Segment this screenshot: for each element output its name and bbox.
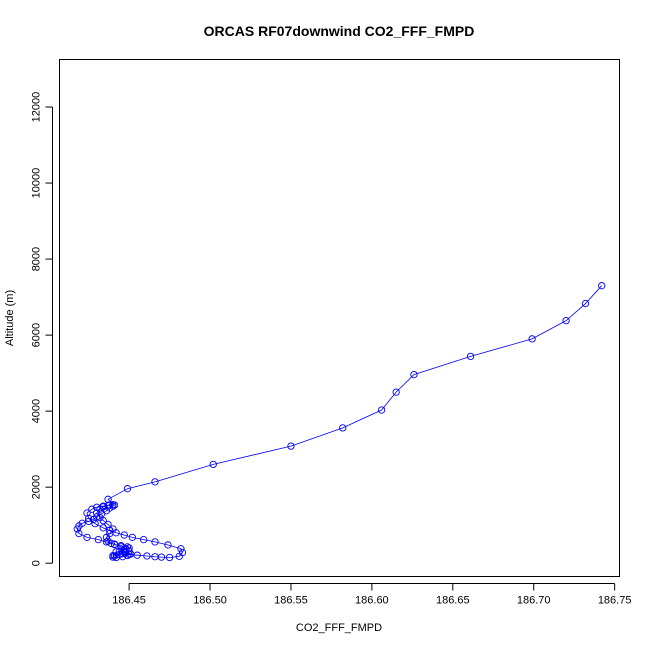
data-point: [151, 478, 159, 486]
data-point: [89, 515, 98, 524]
x-tick-label: 186.55: [274, 595, 308, 607]
data-point: [109, 551, 117, 560]
data-point: [175, 552, 183, 560]
data-point: [164, 541, 172, 549]
data-point: [165, 553, 174, 562]
data-point: [118, 550, 127, 558]
data-point: [120, 531, 128, 539]
y-tick-label: 2000: [31, 475, 43, 499]
plot-area-frame: [59, 59, 620, 577]
y-tick-label: 8000: [31, 247, 43, 271]
data-point: [83, 509, 91, 517]
y-tick-label: 6000: [31, 323, 43, 347]
y-axis-label: Altitude (m): [4, 290, 16, 346]
data-point: [598, 282, 606, 290]
y-tick-label: 4000: [31, 399, 43, 423]
data-point: [151, 553, 159, 561]
data-point: [581, 299, 590, 308]
data-point: [84, 514, 93, 522]
data-point: [109, 500, 117, 509]
data-point: [133, 551, 141, 559]
series-line: [76, 285, 602, 558]
data-point: [287, 442, 295, 450]
data-point: [83, 533, 91, 541]
data-point: [209, 460, 217, 469]
series-layer: [73, 282, 606, 562]
data-point: [562, 317, 570, 325]
data-point: [112, 529, 120, 537]
data-point: [177, 545, 185, 553]
x-tick-label: 186.50: [193, 595, 227, 607]
data-point: [377, 406, 386, 414]
data-point: [110, 540, 119, 549]
data-point: [93, 503, 101, 511]
x-tick-label: 186.65: [436, 595, 470, 607]
data-point: [143, 552, 151, 560]
data-point: [528, 335, 536, 343]
data-point: [84, 517, 93, 526]
data-point: [151, 538, 159, 546]
data-point: [94, 535, 102, 544]
data-point: [128, 533, 136, 541]
x-tick-label: 186.60: [355, 595, 389, 607]
data-point: [466, 352, 475, 361]
data-point: [91, 520, 99, 528]
data-point: [339, 424, 347, 432]
data-point: [392, 388, 400, 396]
y-tick-label: 10000: [31, 168, 43, 199]
data-point: [140, 535, 148, 544]
data-point: [123, 485, 132, 493]
x-axis: 186.45 186.50 186.55 186.60 186.65 186.70 186.…: [112, 583, 632, 607]
data-point: [410, 370, 418, 379]
x-tick-label: 186.70: [517, 595, 551, 607]
data-point: [75, 529, 83, 538]
y-tick-label: 12000: [31, 92, 43, 123]
x-tick-label: 186.75: [598, 595, 632, 607]
data-point: [106, 526, 114, 535]
x-tick-label: 186.45: [112, 595, 146, 607]
chart-title: ORCAS RF07downwind CO2_FFF_FMPD: [204, 23, 475, 39]
y-tick-label: 0: [31, 560, 43, 566]
data-point: [104, 537, 112, 545]
data-point: [99, 524, 107, 532]
y-axis: 0 2000 4000 6000 8000 10000 12000: [31, 92, 53, 566]
data-point: [73, 525, 81, 533]
data-point: [88, 505, 96, 513]
x-axis-label: CO2_FFF_FMPD: [296, 622, 382, 634]
